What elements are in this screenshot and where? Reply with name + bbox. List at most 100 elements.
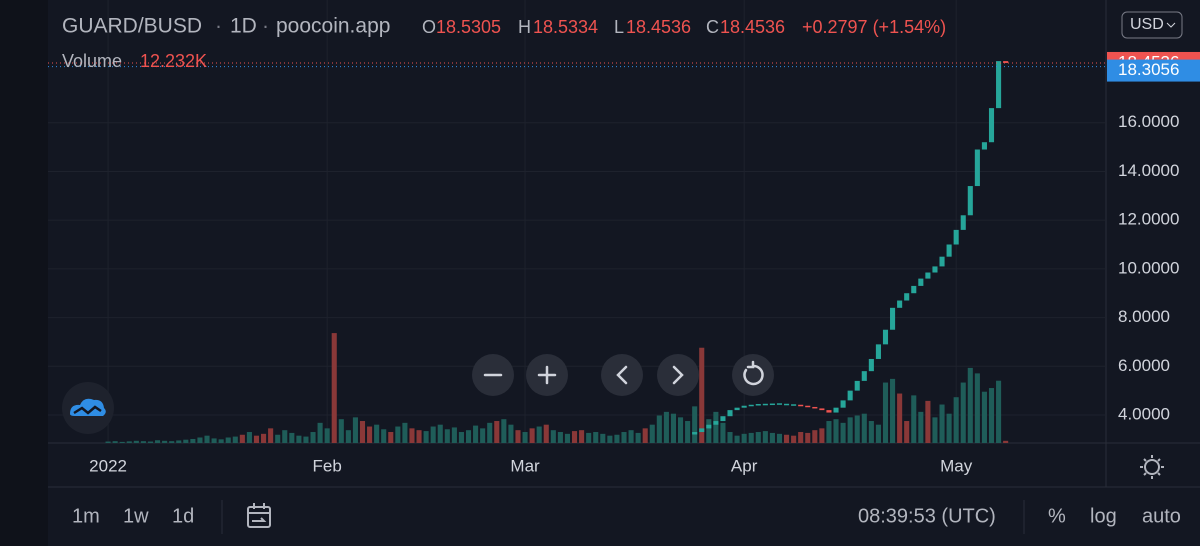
volume-bar	[310, 432, 316, 443]
volume-bar	[996, 380, 1002, 443]
volume-bar	[600, 433, 606, 443]
volume-bar	[246, 432, 252, 443]
volume-bar	[967, 367, 973, 443]
percent-button[interactable]: %	[1048, 505, 1066, 527]
volume-bar	[204, 435, 210, 443]
volume-bar	[324, 428, 330, 443]
candle	[812, 406, 818, 409]
volume-bar	[296, 435, 302, 443]
volume-bar	[776, 433, 783, 443]
y-tick-label: 6.0000	[1118, 356, 1170, 375]
candle	[784, 403, 790, 406]
volume-bar	[586, 432, 592, 443]
volume-bar	[331, 333, 337, 443]
currency-box[interactable]	[1121, 11, 1183, 39]
y-tick-label: 12.0000	[1118, 210, 1179, 229]
volume-bar	[988, 388, 995, 443]
h-value: 18.5334	[533, 17, 598, 37]
volume-bar	[268, 428, 274, 443]
volume-bar	[663, 411, 669, 443]
candle	[996, 61, 1002, 109]
candle	[755, 404, 761, 406]
volume-bar	[275, 434, 281, 443]
volume-bar	[918, 411, 924, 443]
volume-bar	[155, 440, 161, 443]
scroll-right[interactable]	[657, 354, 699, 396]
volume-bar	[218, 439, 224, 443]
volume-bar	[501, 419, 507, 443]
candle	[692, 432, 698, 435]
volume-bar	[508, 424, 514, 443]
volume-bar	[282, 430, 288, 443]
volume-bar	[451, 427, 457, 443]
volume-bar	[875, 424, 881, 443]
candle	[776, 403, 783, 405]
currency[interactable]: USD	[1130, 16, 1164, 33]
time: 08:39:53 (UTC)	[858, 505, 996, 527]
volume-bar	[112, 441, 118, 443]
candle	[897, 300, 903, 308]
volume-bar	[904, 421, 910, 443]
candle	[861, 371, 867, 381]
h-label: H	[518, 17, 531, 37]
chevron	[1166, 22, 1176, 28]
auto-button[interactable]: auto	[1142, 505, 1181, 527]
candle	[981, 142, 987, 150]
reset[interactable]	[732, 354, 774, 396]
volume-bar	[289, 432, 295, 443]
date-range-icon[interactable]	[247, 503, 271, 528]
candle	[798, 404, 804, 407]
volume-bar	[692, 406, 698, 443]
volume-bar	[642, 428, 648, 443]
volume-bar	[529, 428, 535, 443]
volume-bar	[345, 430, 351, 443]
volume-bar	[1003, 440, 1009, 443]
volume-bar	[352, 417, 358, 443]
volume-bar	[338, 419, 344, 443]
volume-bar	[734, 435, 740, 443]
candle	[967, 186, 973, 216]
settings-icon[interactable]	[1140, 455, 1164, 479]
range-button[interactable]: 1w	[123, 505, 149, 527]
scroll-left[interactable]	[601, 354, 643, 396]
volume-bar	[911, 395, 917, 443]
candle	[699, 428, 705, 433]
o-value: 18.5305	[436, 17, 501, 37]
currency-button[interactable]: USD	[1121, 11, 1183, 39]
candle	[875, 344, 881, 359]
volume-bar	[119, 441, 125, 443]
range-button[interactable]: 1m	[72, 505, 100, 527]
volume-bar	[854, 415, 860, 443]
o-label: O	[422, 17, 436, 37]
volume-bar	[105, 441, 111, 443]
volume-bar	[317, 422, 323, 443]
volume-bar	[232, 436, 238, 443]
y-tick-label: 10.0000	[1118, 258, 1179, 277]
gear[interactable]	[1144, 459, 1160, 475]
toolbar: 1m 1w 1d 08:39:53 (UTC) % log auto	[72, 500, 1181, 534]
range-button[interactable]: 1d	[172, 505, 194, 527]
volume-bar	[981, 391, 987, 443]
candle	[974, 149, 980, 187]
volume-bar	[550, 430, 556, 443]
volume-bar	[656, 415, 662, 443]
volume-bar	[388, 432, 394, 443]
left-strip	[0, 0, 48, 546]
volume-bar	[381, 429, 387, 443]
candle	[953, 229, 959, 245]
volume-bar	[974, 373, 980, 443]
volume-bar	[444, 429, 450, 443]
price-label-box	[1107, 59, 1200, 82]
x-tick-label: 2022	[89, 456, 127, 475]
volume-bar	[685, 421, 691, 443]
candle	[932, 266, 938, 273]
volume-bar	[720, 422, 726, 443]
volume-bar	[819, 428, 825, 443]
log-button[interactable]: log	[1090, 505, 1117, 527]
header: GUARD/BUSD · 1D · poocoin.app O 18.5305 …	[62, 15, 946, 71]
volume-bar	[649, 424, 655, 443]
candle	[925, 272, 931, 279]
logo[interactable]	[62, 382, 114, 434]
